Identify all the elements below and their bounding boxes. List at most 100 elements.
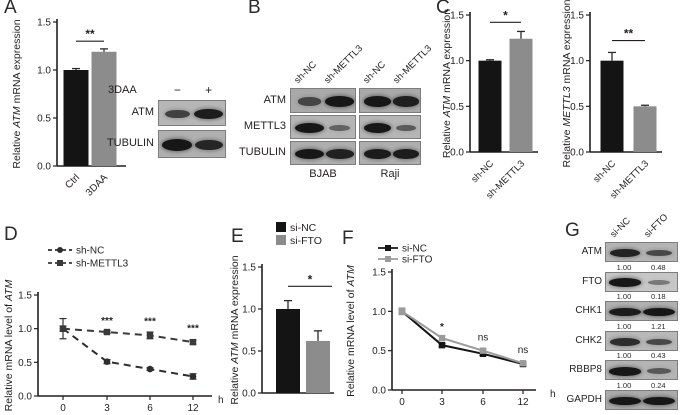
panel-E-label: E (231, 226, 245, 247)
data-point (189, 338, 197, 346)
quantification-value: 1.00 (616, 380, 632, 390)
y-axis-label: Relative ATM mRNA expression (229, 255, 241, 404)
svg-text:1.5: 1.5 (18, 291, 32, 302)
svg-text:1.0: 1.0 (37, 66, 51, 77)
blot-row-label: CHK1 (575, 305, 602, 317)
protein-band (193, 108, 224, 120)
bar-3DAA (91, 51, 117, 167)
quantification-value: 0.48 (650, 262, 666, 272)
quantification-value: 0.24 (650, 380, 666, 390)
bar-sh-METTL3 (509, 38, 533, 152)
bar-si-NC (276, 309, 300, 393)
cell-line-label: Raji (380, 168, 400, 180)
quantification-value: 0.18 (650, 292, 666, 302)
panel-A: A 0.0 0.5 1.0 1.5 Relative ATM mRNA expressi… (0, 0, 228, 199)
svg-text:0.0: 0.0 (450, 148, 464, 159)
bar-sh-NC (600, 60, 624, 152)
protein-band (643, 307, 676, 317)
blot-strip (605, 242, 678, 262)
significance-marker: ** (85, 27, 95, 41)
blot-strip (605, 330, 678, 351)
svg-text:12: 12 (187, 403, 199, 414)
protein-band (294, 148, 324, 160)
blot-row-label: METTL3 (243, 120, 286, 132)
data-point (398, 308, 406, 315)
legend-label: si-FTO (402, 255, 433, 266)
quantification-value: 1.00 (616, 292, 632, 302)
blot-row-label: GAPDH (566, 394, 602, 405)
data-point (146, 332, 154, 339)
quantification-value: 0.43 (650, 351, 666, 361)
blot-strip (158, 130, 226, 158)
data-point (103, 328, 111, 336)
svg-text:0.0: 0.0 (18, 392, 32, 403)
panel-C: C 0.0 0.5 1.0 1.5 Relative ATM mRNA expressi… (424, 0, 680, 201)
svg-text:0: 0 (60, 403, 66, 414)
significance-marker: ** (624, 27, 634, 41)
protein-band (608, 367, 642, 376)
svg-text:0.5: 0.5 (37, 114, 51, 125)
significance-marker: * (308, 272, 313, 286)
blot-row-label: ATM (263, 93, 286, 106)
protein-band (609, 249, 641, 257)
svg-text:0.5: 0.5 (18, 358, 32, 369)
protein-band (363, 149, 391, 159)
data-point (146, 365, 154, 373)
blot-strip (605, 390, 678, 410)
legend-swatch (276, 235, 286, 245)
protein-band (363, 122, 391, 134)
data-point (59, 325, 67, 332)
panel-B-western-blot: sh-NC sh-METTL3 sh-NC sh-METTL3 ATM METTL3 TUB… (228, 0, 434, 198)
svg-text:6: 6 (147, 403, 153, 414)
quantification-row: 1.00 0.24 (605, 380, 678, 390)
legend-label: si-NC (402, 244, 427, 255)
svg-text:1.5: 1.5 (242, 263, 256, 274)
quantification-row: 1.00 0.18 (605, 292, 678, 302)
blot-strip (359, 141, 421, 165)
protein-band (647, 368, 672, 375)
bar-sh-METTL3 (633, 106, 657, 152)
significance-marker: *** (101, 316, 113, 327)
svg-text:1.5: 1.5 (37, 18, 51, 29)
protein-band (608, 396, 642, 406)
x-category-label: sh-NC (469, 158, 496, 185)
panel-G-western-blot: si-NC si-FTO ATM 1.00 0.48 FTO 1.00 0.18 CHK1 1.0… (565, 198, 680, 415)
panel-D-label: D (4, 224, 19, 245)
cell-line-label: BJAB (309, 168, 337, 180)
blot-strip (359, 115, 421, 139)
x-axis-unit: h (550, 389, 556, 400)
panel-D: D 0.0 0.5 1.0 1.5 Relative mRNA level of ATM… (0, 198, 230, 415)
blot-row-label: ATM (581, 246, 602, 257)
blot-strip (290, 115, 356, 139)
data-point (479, 347, 487, 354)
blot-row-label: TUBULIN (106, 137, 154, 149)
svg-text:1.0: 1.0 (18, 324, 32, 335)
legend-label: sh-NC (76, 246, 104, 257)
legend-label: si-FTO (290, 235, 322, 247)
panel-E: E 0.0 0.5 1.0 1.5 Relative ATM mRNA expressi… (229, 198, 338, 415)
y-axis-label: Relative METTL3 mRNA expression (561, 0, 573, 168)
panel-C-label: C (436, 0, 451, 18)
protein-band (297, 97, 322, 106)
protein-band (608, 278, 642, 287)
blot-strip (605, 301, 678, 322)
blot-row-label: CHK2 (575, 334, 602, 346)
panel-F-line-chart: 0.0 0.5 1.0 1.5 Relative mRNA level of ATM 0 3… (345, 244, 556, 409)
data-point (438, 341, 446, 349)
svg-text:6: 6 (480, 397, 486, 408)
legend-label: si-NC (290, 222, 317, 234)
protein-band (363, 96, 391, 107)
treatment-label: 3DAA (108, 84, 137, 96)
blot-row-label: TUBULIN (238, 146, 286, 158)
svg-text:3: 3 (104, 403, 110, 414)
panel-F-label: F (342, 228, 355, 249)
protein-band (648, 280, 671, 286)
svg-text:0.0: 0.0 (242, 389, 256, 400)
x-category-label: Ctrl (63, 172, 82, 191)
protein-band (162, 139, 193, 151)
y-axis-label: Relative ATM mRNA expression (441, 9, 453, 158)
